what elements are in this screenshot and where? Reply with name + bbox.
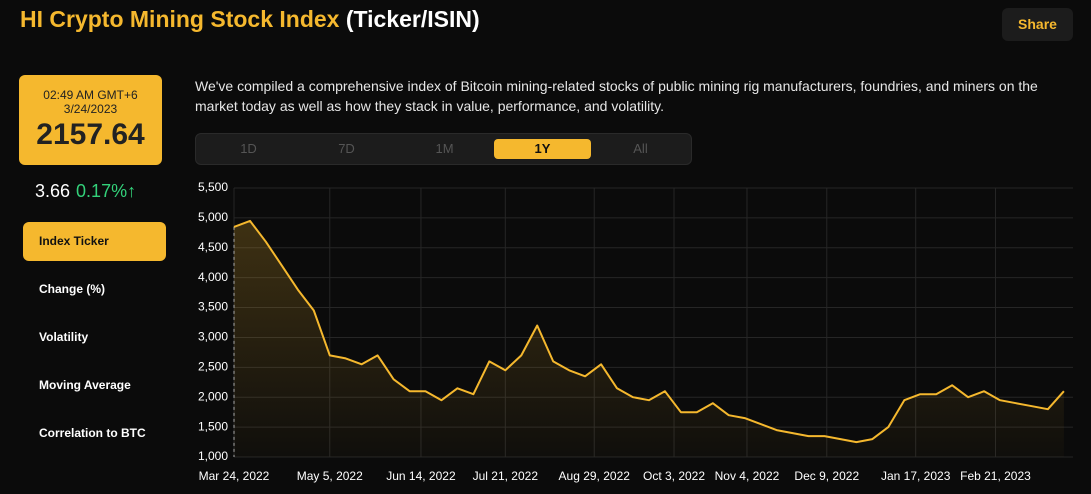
quote-card: 02:49 AM GMT+6 3/24/2023 2157.64: [19, 75, 162, 165]
x-tick-label: Nov 4, 2022: [715, 469, 780, 483]
change-pct: 0.17%↑: [76, 181, 137, 201]
y-tick-label: 4,500: [198, 240, 228, 254]
change: 3.66: [35, 181, 71, 201]
change-row: 3.66 0.17%↑: [35, 181, 136, 202]
nav-item[interactable]: Volatility: [39, 330, 89, 344]
range-tab[interactable]: 7D: [338, 141, 355, 156]
y-tick-label: 2,000: [198, 389, 228, 403]
nav-item[interactable]: Moving Average: [39, 378, 131, 392]
title-main: HI Crypto Mining Stock Index: [20, 6, 340, 32]
x-tick-label: Jun 14, 2022: [386, 469, 456, 483]
y-tick-label: 5,500: [198, 180, 228, 194]
x-tick-label: Dec 9, 2022: [794, 469, 859, 483]
range-tab[interactable]: 1Y: [494, 139, 591, 159]
title-sub: (Ticker/ISIN): [345, 6, 480, 32]
quote-value: 2157.64: [36, 118, 145, 151]
y-tick-label: 4,000: [198, 270, 228, 284]
quote-date: 3/24/2023: [63, 102, 118, 116]
quote-time: 02:49 AM GMT+6: [43, 88, 138, 102]
y-tick-label: 3,000: [198, 330, 228, 344]
y-tick-label: 2,500: [198, 360, 228, 374]
x-tick-label: Oct 3, 2022: [643, 469, 705, 483]
y-tick-label: 5,000: [198, 210, 228, 224]
range-tab[interactable]: 1M: [435, 141, 454, 156]
x-tick-label: Aug 29, 2022: [559, 469, 631, 483]
nav-item[interactable]: Index Ticker: [23, 222, 166, 261]
x-tick-label: May 5, 2022: [297, 469, 363, 483]
x-tick-label: Feb 21, 2023: [960, 469, 1031, 483]
share-button[interactable]: Share: [1002, 8, 1073, 41]
x-tick-label: Jan 17, 2023: [881, 469, 951, 483]
page-title: HI Crypto Mining Stock Index (Ticker/ISI…: [20, 6, 480, 33]
y-tick-label: 3,500: [198, 300, 228, 314]
range-tab[interactable]: All: [633, 141, 648, 156]
range-tabs: 1D 7D 1M 1Y All: [195, 133, 692, 165]
area: [234, 220, 1064, 457]
y-tick-label: 1,000: [198, 449, 228, 463]
nav-item[interactable]: Correlation to BTC: [39, 426, 146, 440]
description: We've compiled a comprehensive index of …: [195, 78, 1038, 114]
y-tick-label: 1,500: [198, 419, 228, 433]
line: [233, 219, 1065, 444]
x-tick-label: Mar 24, 2022: [199, 469, 270, 483]
nav-item[interactable]: Change (%): [39, 282, 105, 296]
range-tab[interactable]: 1D: [240, 141, 257, 156]
x-tick-label: Jul 21, 2022: [473, 469, 539, 483]
